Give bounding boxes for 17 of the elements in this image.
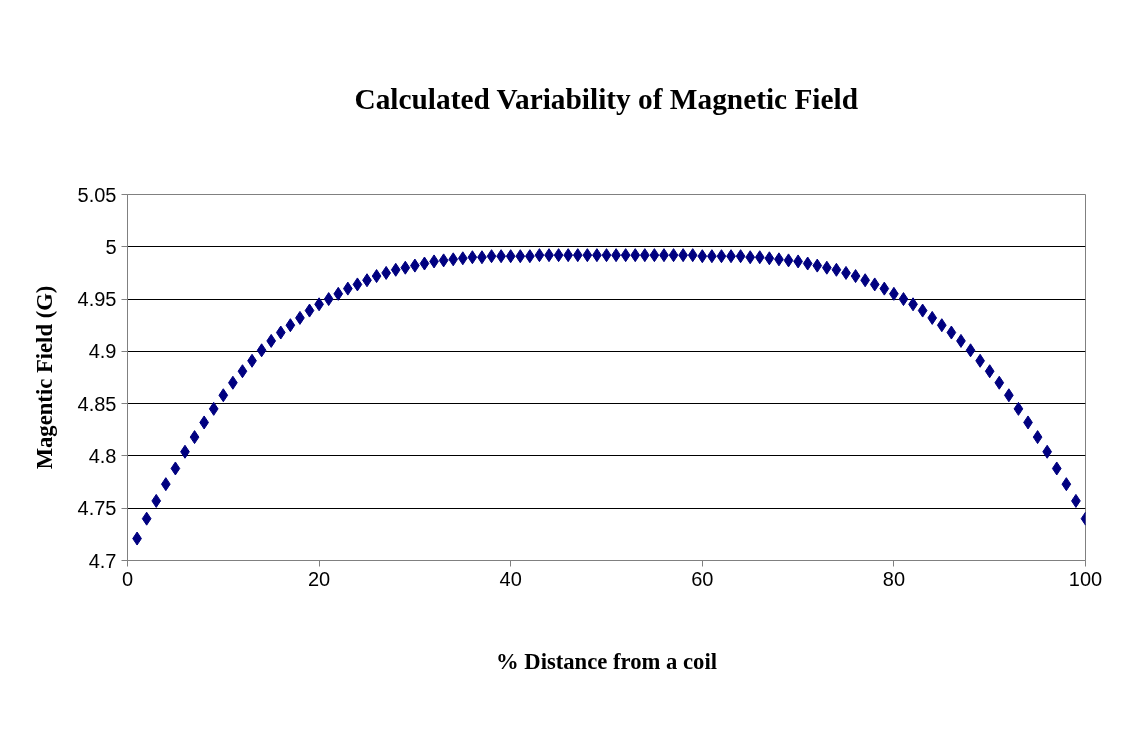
y-tick-label: 4.85 [77, 392, 117, 415]
x-tick-label: 20 [307, 567, 331, 590]
y-tick-label: 5 [105, 235, 117, 258]
y-tick-label: 4.7 [88, 549, 117, 572]
x-tick-label: 60 [691, 567, 714, 590]
y-tick-label: 5.05 [77, 183, 117, 206]
x-axis-title: % Distance from a coil [495, 648, 718, 674]
x-tick-label: 40 [499, 567, 522, 590]
chart-title: Calculated Variability of Magnetic Field [354, 82, 858, 115]
y-tick-label: 4.9 [88, 340, 117, 363]
x-tick-label: 0 [121, 567, 134, 590]
y-tick-label: 4.8 [88, 444, 117, 467]
y-axis-title: Magentic Field (G) [31, 285, 57, 470]
x-tick-label: 100 [1068, 567, 1103, 590]
y-tick-label: 4.75 [77, 497, 117, 520]
x-tick-label: 80 [882, 567, 906, 590]
y-tick-label: 4.95 [77, 288, 117, 311]
